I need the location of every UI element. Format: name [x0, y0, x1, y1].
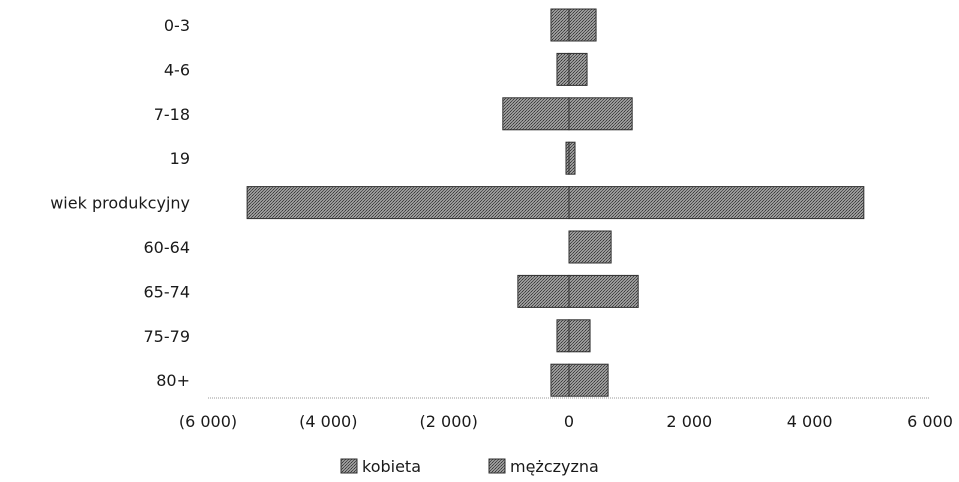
- category-label: 19: [170, 149, 190, 168]
- x-tick-label: (2 000): [420, 412, 478, 431]
- category-label: wiek produkcyjny: [50, 194, 190, 213]
- bar-mezczyzna: [568, 52, 588, 86]
- bar-mezczyzna: [568, 319, 591, 353]
- bar-kobieta: [517, 274, 570, 308]
- bar-kobieta: [550, 363, 570, 397]
- x-tick-label: (6 000): [179, 412, 237, 431]
- category-label: 7-18: [154, 105, 190, 124]
- bar-kobieta: [502, 97, 570, 131]
- category-label: 75-79: [144, 327, 191, 346]
- legend-swatch: [488, 458, 506, 474]
- category-label: 4-6: [164, 60, 190, 79]
- x-tick-label: 6 000: [907, 412, 953, 431]
- x-tick-labels: (6 000) (4 000) (2 000) 0 2 000 4 000 6 000: [179, 412, 953, 431]
- x-tick-label: 0: [564, 412, 574, 431]
- category-label: 80+: [156, 371, 190, 390]
- bar-mezczyzna: [568, 186, 865, 220]
- legend: kobieta mężczyzna: [340, 457, 599, 476]
- category-labels: 0-3 4-6 7-18 19 wiek produkcyjny 60-64 65-74 75…: [50, 16, 190, 390]
- bar-mezczyzna: [568, 363, 609, 397]
- bar-kobieta: [556, 319, 570, 353]
- category-label: 65-74: [144, 282, 191, 301]
- category-label: 60-64: [144, 238, 191, 257]
- bar-kobieta: [550, 8, 570, 42]
- bar-kobieta: [556, 52, 570, 86]
- legend-label: mężczyzna: [510, 457, 599, 476]
- bar-mezczyzna: [568, 230, 612, 264]
- x-tick-label: 4 000: [787, 412, 833, 431]
- bar-mezczyzna: [568, 97, 633, 131]
- legend-label: kobieta: [362, 457, 421, 476]
- bar-mezczyzna: [568, 141, 576, 175]
- x-tick-label: (4 000): [299, 412, 357, 431]
- bar-kobieta: [246, 186, 570, 220]
- bars-layer: [246, 8, 865, 397]
- bar-mezczyzna: [568, 8, 597, 42]
- x-tick-label: 2 000: [666, 412, 712, 431]
- category-label: 0-3: [164, 16, 190, 35]
- legend-swatch: [340, 458, 358, 474]
- bar-mezczyzna: [568, 274, 639, 308]
